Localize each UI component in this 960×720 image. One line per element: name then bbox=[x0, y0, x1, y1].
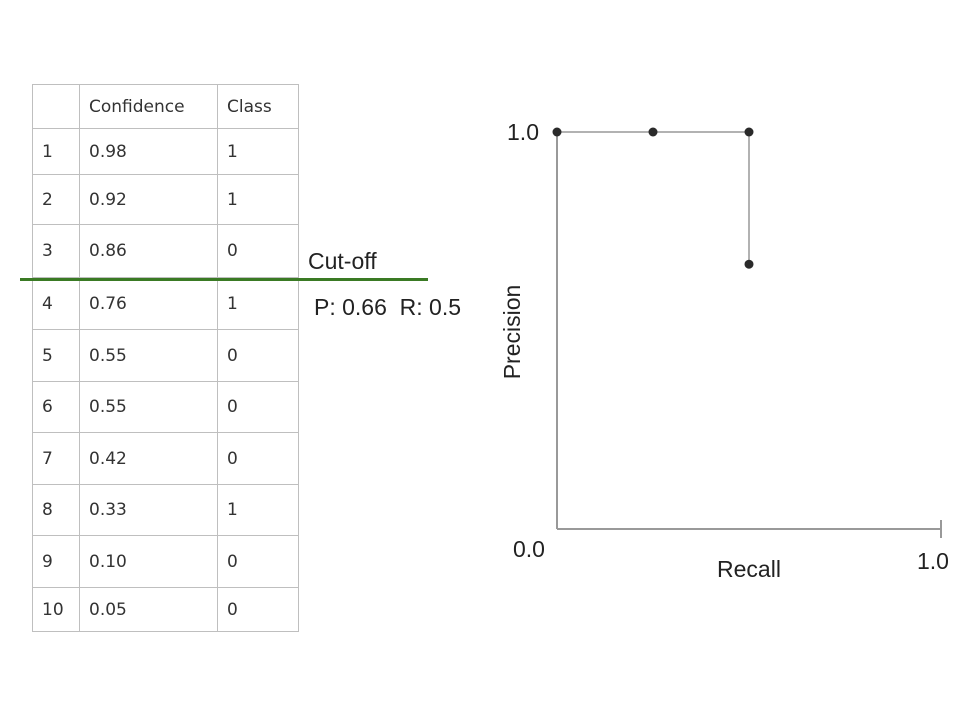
chart-axes bbox=[556, 132, 942, 538]
cutoff-line bbox=[20, 278, 428, 281]
cell-index: 9 bbox=[32, 535, 80, 588]
table-row: 5 0.55 0 bbox=[32, 329, 299, 382]
pr-point bbox=[744, 127, 754, 137]
y-tick-label-max: 1.0 bbox=[507, 119, 539, 145]
cell-class: 0 bbox=[217, 432, 299, 485]
table-row: 6 0.55 0 bbox=[32, 381, 299, 433]
cell-index: 5 bbox=[32, 329, 80, 382]
header-index bbox=[32, 84, 80, 129]
cell-confidence: 0.76 bbox=[79, 277, 218, 330]
cell-confidence: 0.42 bbox=[79, 432, 218, 485]
cell-class: 0 bbox=[217, 535, 299, 588]
table-row: 3 0.86 0 bbox=[32, 224, 299, 278]
cutoff-label: Cut-off bbox=[308, 248, 377, 274]
cell-confidence: 0.10 bbox=[79, 535, 218, 588]
cell-class: 1 bbox=[217, 484, 299, 536]
cell-index: 1 bbox=[32, 128, 80, 175]
table-row: 7 0.42 0 bbox=[32, 432, 299, 485]
cell-index: 10 bbox=[32, 587, 80, 632]
table-row: 10 0.05 0 bbox=[32, 587, 299, 632]
table-row: 4 0.76 1 bbox=[32, 277, 299, 330]
table-body: Confidence Class 1 0.98 1 2 0.92 1 3 0.86 0 4 0.76 1 5… bbox=[32, 84, 299, 632]
cell-confidence: 0.55 bbox=[79, 329, 218, 382]
cell-class: 0 bbox=[217, 224, 299, 278]
pr-curve-line bbox=[557, 131, 750, 265]
cell-class: 1 bbox=[217, 277, 299, 330]
table-row: 2 0.92 1 bbox=[32, 174, 299, 225]
cell-class: 0 bbox=[217, 587, 299, 632]
cell-confidence: 0.86 bbox=[79, 224, 218, 278]
x-tick-label-min: 0.0 bbox=[513, 536, 545, 562]
cell-index: 4 bbox=[32, 277, 80, 330]
pr-point bbox=[744, 259, 754, 269]
cell-index: 8 bbox=[32, 484, 80, 536]
x-tick-label-max: 1.0 bbox=[917, 548, 949, 574]
table-row: 9 0.10 0 bbox=[32, 535, 299, 588]
cutoff-metrics: P: 0.66 R: 0.5 bbox=[314, 294, 462, 320]
cell-confidence: 0.55 bbox=[79, 381, 218, 433]
y-axis-label: Precision bbox=[499, 285, 525, 380]
pr-point bbox=[648, 127, 658, 137]
cell-class: 1 bbox=[217, 128, 299, 175]
cell-confidence: 0.05 bbox=[79, 587, 218, 632]
pr-point bbox=[552, 127, 562, 137]
confidence-table: Confidence Class 1 0.98 1 2 0.92 1 3 0.86 0 4 0.76 1 5… bbox=[32, 84, 299, 632]
chart-series bbox=[552, 127, 754, 269]
cell-confidence: 0.92 bbox=[79, 174, 218, 225]
x-axis-label: Recall bbox=[717, 556, 781, 582]
cell-class: 1 bbox=[217, 174, 299, 225]
cell-class: 0 bbox=[217, 329, 299, 382]
